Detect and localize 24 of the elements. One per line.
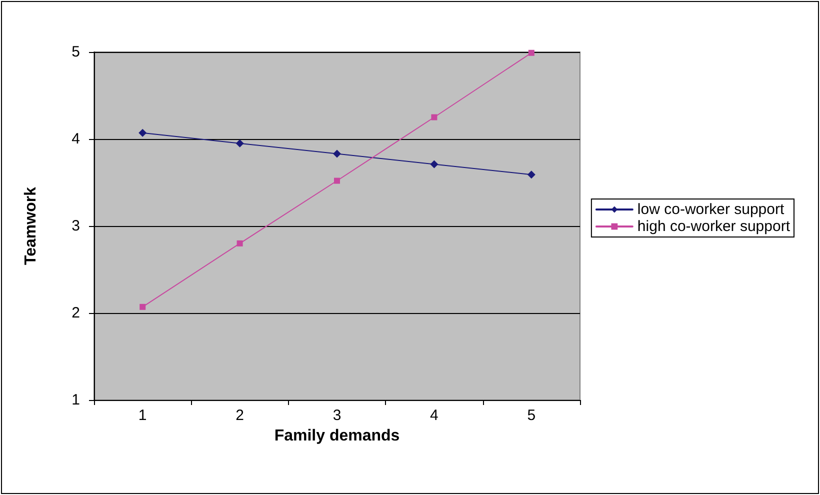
y-axis-title: Teamwork <box>22 186 40 265</box>
point <box>431 114 438 120</box>
x-tick-label: 2 <box>236 407 244 424</box>
y-tick-label: 3 <box>72 218 80 234</box>
legend-label: low co-worker support <box>637 201 785 218</box>
point <box>528 50 534 56</box>
y-tick-label: 4 <box>72 130 80 148</box>
legend-label: high co-worker support <box>637 218 791 235</box>
y-tick-label: 2 <box>72 304 80 322</box>
y-tick-label: 1 <box>72 392 80 408</box>
point <box>527 170 536 179</box>
point <box>140 304 146 310</box>
point <box>333 150 341 158</box>
point <box>334 178 340 184</box>
point <box>430 160 438 168</box>
point <box>236 139 244 148</box>
y-tick-label: 5 <box>72 44 80 60</box>
x-tick-label: 5 <box>527 407 536 424</box>
point <box>138 128 147 137</box>
x-tick-label: 3 <box>332 407 342 424</box>
x-tick-label: 1 <box>138 407 147 424</box>
point <box>236 240 243 246</box>
x-tick-label: 4 <box>430 407 438 424</box>
x-axis-title: Family demands <box>274 428 400 444</box>
